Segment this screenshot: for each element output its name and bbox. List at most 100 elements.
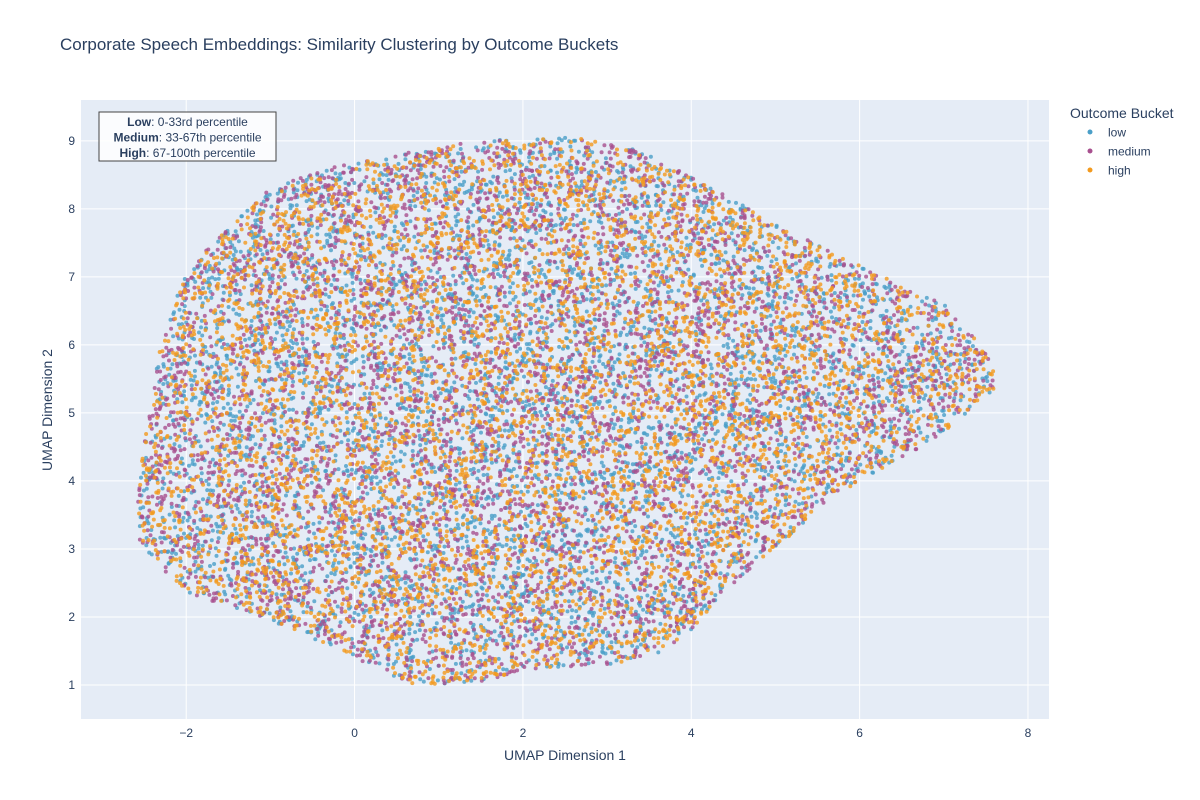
point-low [518,346,523,351]
point-low [271,618,276,623]
point-low [675,250,680,255]
point-low [370,475,375,480]
point-low [378,328,383,333]
point-low [455,522,460,527]
point-low [287,407,292,412]
point-low [234,366,239,371]
point-low [838,262,843,267]
point-low [665,423,670,428]
point-low [356,486,361,490]
point-low [555,265,560,270]
point-low [543,210,548,215]
point-low [234,311,239,316]
point-low [448,499,453,504]
point-low [193,353,197,358]
point-low [249,283,254,288]
point-low [511,376,516,381]
point-low [590,359,595,364]
point-low [550,544,555,549]
point-low [198,399,203,404]
point-low [661,269,666,274]
point-low [480,586,485,591]
point-low [555,170,560,175]
point-low [582,569,587,574]
point-low [176,322,181,327]
point-low [522,374,526,379]
point-low [611,426,616,431]
point-low [748,501,753,506]
point-low [748,392,753,397]
point-low [228,240,233,244]
point-low [753,377,758,382]
point-low [514,459,518,464]
point-low [590,150,595,155]
point-low [647,314,652,319]
point-low [648,154,653,159]
point-low [774,225,779,229]
point-low [141,488,146,493]
point-low [296,180,300,185]
point-low [651,425,656,430]
point-low [339,440,344,445]
point-low [514,474,519,479]
point-low [696,231,701,236]
point-low [332,572,337,577]
point-low [433,526,438,531]
point-low [505,408,510,413]
point-low [236,372,241,377]
point-low [227,478,232,483]
point-low [748,491,753,496]
point-low [551,589,556,594]
point-low [776,460,781,465]
point-low [237,409,242,414]
point-low [327,294,332,299]
point-low [328,642,333,647]
point-low [604,283,609,288]
point-low [596,296,601,301]
point-low [291,407,295,412]
point-low [233,526,238,531]
point-low [306,537,311,542]
point-low [282,189,287,194]
point-low [380,628,385,633]
point-low [769,322,774,327]
point-low [665,558,670,563]
point-low [526,442,531,447]
point-low [484,458,489,463]
point-low [475,397,480,402]
point-low [417,433,422,438]
point-low [279,424,284,429]
point-low [509,176,514,181]
point-low [496,375,501,380]
point-low [626,474,631,479]
point-low [392,229,397,234]
point-low [313,637,318,642]
point-low [496,656,501,661]
point-low [612,360,617,365]
point-low [350,652,355,657]
point-low [697,421,701,426]
point-low [193,395,198,400]
point-low [197,330,201,335]
point-low [234,551,239,556]
point-low [500,194,505,199]
point-low [396,543,401,548]
point-low [403,157,408,162]
point-low [630,529,635,534]
point-low [923,393,928,398]
point-low [365,491,370,496]
point-low [374,475,379,480]
point-low [534,637,539,641]
point-low [594,590,599,595]
point-low [210,528,215,533]
point-low [957,327,962,332]
point-low [352,296,357,301]
point-low [731,254,736,259]
point-low [205,488,210,493]
point-low [407,385,412,390]
point-low [644,353,649,358]
point-low [745,443,750,448]
point-low [628,656,633,660]
point-low [633,271,637,275]
point-low [852,383,857,388]
